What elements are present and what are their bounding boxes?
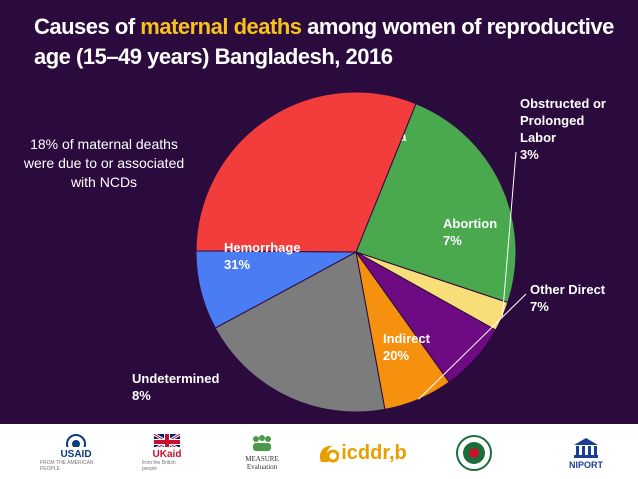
ukaid-logo-text: UKaid xyxy=(152,449,182,460)
measure-logo-text: MEASURE Evaluation xyxy=(245,455,279,471)
pie-slice-indirect xyxy=(214,251,386,413)
ukaid-logo-sub: from the British people xyxy=(142,460,176,472)
building-icon xyxy=(574,438,598,458)
union-flag-icon xyxy=(154,434,180,447)
niport-logo: NIPORT xyxy=(562,434,610,472)
title-highlight: maternal deaths xyxy=(140,14,302,39)
slice-label-abortion: Abortion 7% xyxy=(443,216,497,248)
dghs-seal-logo xyxy=(444,434,504,472)
icddrb-logo: icddr,b xyxy=(312,434,412,472)
slice-label-hemorrhage: Hemorrhage 31% xyxy=(224,240,301,272)
government-seal-icon xyxy=(456,435,492,471)
measure-evaluation-logo: MEASURE Evaluation xyxy=(232,434,292,472)
icddrb-logo-text: icddr,b xyxy=(341,441,407,464)
usaid-logo-sub: FROM THE AMERICAN PEOPLE xyxy=(40,460,94,472)
ukaid-logo: UKaid from the British people xyxy=(142,434,192,472)
title-text-start: Causes of xyxy=(34,14,141,39)
pie-chart: Eclampsia24%Obstructed orProlongedLabor3… xyxy=(132,91,606,413)
title-text-end: among women of reproductive age (15–49 y… xyxy=(34,14,614,69)
icddrb-mark-icon xyxy=(320,445,340,463)
leader-line xyxy=(501,151,517,317)
usaid-logo-text: USAID xyxy=(60,449,92,460)
people-icon xyxy=(253,435,271,451)
slice-label-other-direct: Other Direct 7% xyxy=(530,282,606,314)
usaid-logo: USAID FROM THE AMERICAN PEOPLE xyxy=(40,434,112,472)
usaid-seal-icon xyxy=(66,434,86,447)
slice-label-obstructed-or-prolonged-labor: Obstructed or Prolonged Labor 3% xyxy=(520,96,606,162)
logo-footer: USAID FROM THE AMERICAN PEOPLE UKaid fro… xyxy=(0,424,638,479)
pie-slice-hemorrhage xyxy=(195,91,417,253)
slice-label-undetermined: Undetermined 8% xyxy=(132,371,219,403)
ncd-note: 18% of maternal deaths were due to or as… xyxy=(23,136,185,190)
slide-title: Causes of maternal deaths among women of… xyxy=(34,12,624,72)
slice-label-indirect: Indirect 20% xyxy=(383,331,431,363)
niport-logo-text: NIPORT xyxy=(568,460,603,470)
leader-line xyxy=(418,293,527,400)
